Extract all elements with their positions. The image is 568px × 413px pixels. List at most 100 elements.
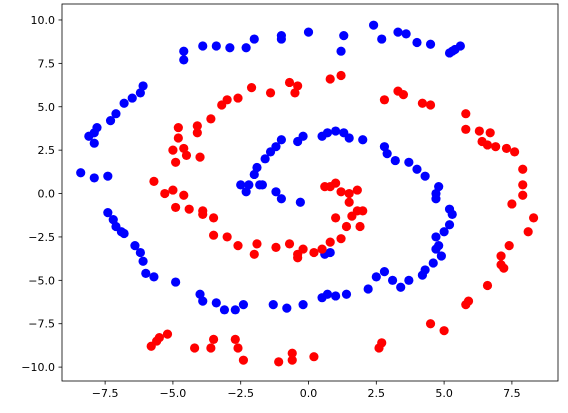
- scatter-point: [198, 296, 208, 306]
- scatter-point: [208, 334, 219, 344]
- scatter-point: [222, 232, 232, 242]
- scatter-point: [341, 289, 352, 299]
- scatter-point: [504, 241, 514, 251]
- scatter-point: [434, 181, 444, 192]
- scatter-point: [523, 227, 533, 237]
- scatter-point: [379, 95, 390, 105]
- scatter-point: [401, 29, 411, 39]
- scatter-point: [89, 173, 99, 183]
- scatter-point: [179, 55, 189, 65]
- scatter-point: [352, 185, 362, 195]
- scatter-point: [225, 43, 235, 53]
- scatter-point: [249, 34, 259, 44]
- scatter-point: [363, 284, 373, 294]
- scatter-point: [331, 291, 341, 301]
- scatter-point: [393, 27, 403, 37]
- scatter-point: [287, 348, 297, 358]
- scatter-point: [477, 136, 487, 147]
- scatter-point: [496, 260, 506, 270]
- scatter-point: [339, 30, 349, 41]
- scatter-point: [217, 100, 227, 110]
- scatter-point: [358, 206, 368, 216]
- scatter-point: [491, 142, 501, 152]
- scatter-point: [219, 305, 230, 315]
- scatter-point: [160, 188, 170, 199]
- scatter-point: [501, 143, 512, 154]
- scatter-point: [331, 178, 341, 188]
- scatter-point: [425, 39, 436, 49]
- scatter-point: [181, 150, 192, 160]
- scatter-point: [208, 213, 219, 223]
- scatter-point: [84, 131, 94, 141]
- scatter-point: [379, 142, 390, 152]
- scatter-point: [344, 188, 354, 199]
- scatter-point: [195, 289, 205, 299]
- scatter-point: [284, 239, 295, 249]
- scatter-point: [274, 357, 284, 367]
- scatter-point: [425, 319, 436, 329]
- scatter-point: [135, 247, 145, 258]
- scatter-point: [276, 34, 286, 44]
- scatter-point: [510, 147, 520, 157]
- scatter-point: [368, 20, 379, 30]
- scatter-point: [444, 204, 455, 214]
- scatter-point: [371, 272, 381, 282]
- x-tick-label: −7.5: [92, 387, 119, 400]
- scatter-point: [103, 208, 113, 218]
- y-tick-label: 10.0: [31, 14, 56, 27]
- scatter-point: [431, 188, 441, 199]
- scatter-point: [162, 329, 173, 339]
- x-tick-label: 0.0: [300, 387, 318, 400]
- scatter-point: [461, 109, 471, 119]
- scatter-point: [344, 197, 354, 207]
- scatter-point: [412, 164, 422, 174]
- scatter-point: [496, 251, 506, 261]
- y-tick-label: −2.5: [28, 231, 55, 244]
- scatter-point: [246, 83, 257, 93]
- scatter-point: [271, 242, 281, 252]
- scatter-point: [208, 230, 219, 240]
- scatter-point: [431, 232, 441, 242]
- x-tick-label: 7.5: [503, 387, 521, 400]
- scatter-point: [103, 171, 113, 181]
- y-tick-label: −7.5: [28, 318, 55, 331]
- scatter-point: [138, 256, 148, 266]
- scatter-point: [268, 300, 278, 310]
- scatter-point: [252, 239, 262, 249]
- scatter-point: [331, 126, 341, 136]
- scatter-point: [276, 194, 286, 204]
- scatter-point: [309, 352, 319, 362]
- scatter-point: [439, 326, 449, 336]
- scatter-point: [420, 265, 430, 275]
- scatter-point: [236, 180, 246, 190]
- scatter-point: [412, 37, 422, 48]
- scatter-point: [168, 145, 178, 155]
- scatter-point: [293, 81, 303, 91]
- scatter-point: [233, 343, 243, 353]
- scatter-point: [206, 343, 216, 353]
- scatter-point: [287, 355, 297, 365]
- scatter-point: [293, 136, 303, 147]
- scatter-point: [320, 181, 330, 192]
- x-tick-label: −2.5: [227, 387, 254, 400]
- scatter-point: [173, 133, 183, 143]
- y-tick-label: 2.5: [38, 144, 56, 157]
- scatter-point: [298, 300, 308, 310]
- scatter-point: [171, 202, 181, 213]
- scatter-point: [171, 157, 181, 167]
- scatter-point: [507, 199, 517, 209]
- scatter-point: [244, 180, 254, 190]
- scatter-point: [420, 171, 430, 181]
- scatter-point: [138, 81, 148, 91]
- scatter-point: [135, 88, 145, 98]
- scatter-point: [382, 149, 392, 159]
- x-tick-label: 5.0: [435, 387, 453, 400]
- scatter-point: [168, 185, 178, 195]
- scatter-point: [230, 334, 240, 344]
- scatter-point: [257, 180, 268, 190]
- scatter-point: [404, 275, 414, 285]
- scatter-point: [171, 277, 181, 287]
- scatter-point: [241, 43, 251, 53]
